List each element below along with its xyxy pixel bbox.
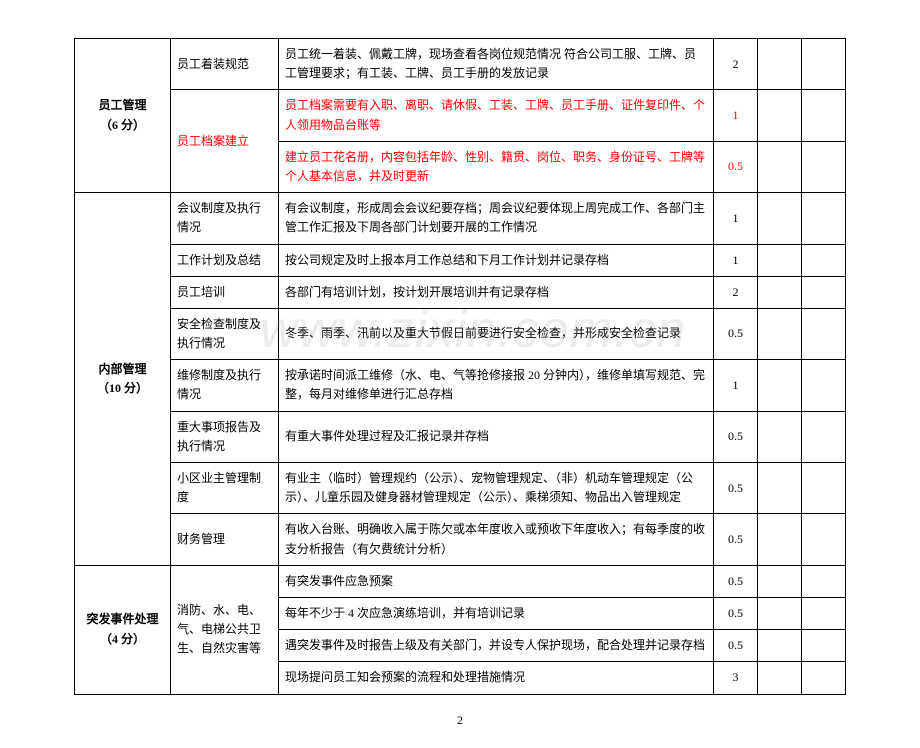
subcategory-cell: 小区业主管理制度 [171, 463, 279, 514]
description-cell: 有业主（临时）管理规约（公示）、宠物管理规定、（非）机动车管理规定（公示）、儿童… [279, 463, 714, 514]
empty-cell [802, 90, 846, 141]
score-cell: 0.5 [714, 308, 758, 359]
empty-cell [758, 565, 802, 597]
empty-cell [802, 565, 846, 597]
subcategory-cell: 维修制度及执行情况 [171, 360, 279, 411]
empty-cell [758, 463, 802, 514]
empty-cell [758, 514, 802, 565]
empty-cell [802, 276, 846, 308]
empty-cell [758, 141, 802, 192]
subcategory-cell: 工作计划及总结 [171, 244, 279, 276]
empty-cell [802, 244, 846, 276]
empty-cell [758, 90, 802, 141]
empty-cell [802, 463, 846, 514]
description-cell: 员工统一着装、佩戴工牌，现场查看各岗位规范情况 符合公司工服、工牌、员工管理要求… [279, 39, 714, 90]
empty-cell [802, 630, 846, 662]
empty-cell [758, 308, 802, 359]
description-cell: 各部门有培训计划，按计划开展培训并有记录存档 [279, 276, 714, 308]
description-cell: 冬季、雨季、汛前以及重大节假日前要进行安全检查，并形成安全检查记录 [279, 308, 714, 359]
empty-cell [802, 39, 846, 90]
table-row: 员工管理（6 分）员工着装规范员工统一着装、佩戴工牌，现场查看各岗位规范情况 符… [75, 39, 846, 90]
description-cell: 有会议制度，形成周会会议纪要存档；周会议纪要体现上周完成工作、各部门主管工作汇报… [279, 193, 714, 244]
table-row: 小区业主管理制度有业主（临时）管理规约（公示）、宠物管理规定、（非）机动车管理规… [75, 463, 846, 514]
score-cell: 0.5 [714, 463, 758, 514]
table-row: 突发事件处理（4 分）消防、水、电、气、电梯公共卫生、自然灾害等有突发事件应急预… [75, 565, 846, 597]
empty-cell [802, 193, 846, 244]
empty-cell [758, 39, 802, 90]
page-number: 2 [74, 713, 846, 728]
score-cell: 1 [714, 90, 758, 141]
empty-cell [802, 360, 846, 411]
empty-cell [758, 597, 802, 629]
score-cell: 0.5 [714, 630, 758, 662]
score-cell: 0.5 [714, 597, 758, 629]
table-row: 维修制度及执行情况按承诺时间派工维修（水、电、气等抢修接报 20 分钟内），维修… [75, 360, 846, 411]
score-cell: 0.5 [714, 141, 758, 192]
score-cell: 1 [714, 193, 758, 244]
empty-cell [802, 514, 846, 565]
score-cell: 0.5 [714, 565, 758, 597]
empty-cell [758, 662, 802, 694]
table-row: 安全检查制度及执行情况冬季、雨季、汛前以及重大节假日前要进行安全检查，并形成安全… [75, 308, 846, 359]
subcategory-cell: 安全检查制度及执行情况 [171, 308, 279, 359]
table-row: 员工档案建立员工档案需要有入职、离职、请休假、工装、工牌、员工手册、证件复印件、… [75, 90, 846, 141]
category-cell: 员工管理（6 分） [75, 39, 171, 193]
description-cell: 有收入台账、明确收入属于陈欠或本年度收入或预收下年度收入；有每季度的收支分析报告… [279, 514, 714, 565]
score-cell: 2 [714, 276, 758, 308]
description-cell: 每年不少于 4 次应急演练培训，并有培训记录 [279, 597, 714, 629]
description-cell: 有重大事件处理过程及汇报记录并存档 [279, 411, 714, 462]
table-row: 内部管理（10 分）会议制度及执行情况有会议制度，形成周会会议纪要存档；周会议纪… [75, 193, 846, 244]
description-cell: 现场提问员工知会预案的流程和处理措施情况 [279, 662, 714, 694]
subcategory-cell: 消防、水、电、气、电梯公共卫生、自然灾害等 [171, 565, 279, 694]
score-cell: 1 [714, 360, 758, 411]
score-cell: 0.5 [714, 514, 758, 565]
table-row: 财务管理有收入台账、明确收入属于陈欠或本年度收入或预收下年度收入；有每季度的收支… [75, 514, 846, 565]
subcategory-cell: 员工档案建立 [171, 90, 279, 193]
subcategory-cell: 财务管理 [171, 514, 279, 565]
description-cell: 建立员工花名册，内容包括年龄、性别、籍贯、岗位、职务、身份证号、工牌等个人基本信… [279, 141, 714, 192]
empty-cell [758, 630, 802, 662]
empty-cell [802, 308, 846, 359]
evaluation-table: 员工管理（6 分）员工着装规范员工统一着装、佩戴工牌，现场查看各岗位规范情况 符… [74, 38, 846, 695]
score-cell: 1 [714, 244, 758, 276]
description-cell: 按公司规定及时上报本月工作总结和下月工作计划并记录存档 [279, 244, 714, 276]
table-row: 工作计划及总结按公司规定及时上报本月工作总结和下月工作计划并记录存档1 [75, 244, 846, 276]
score-cell: 3 [714, 662, 758, 694]
category-cell: 突发事件处理（4 分） [75, 565, 171, 694]
empty-cell [758, 360, 802, 411]
empty-cell [802, 411, 846, 462]
description-cell: 按承诺时间派工维修（水、电、气等抢修接报 20 分钟内），维修单填写规范、完整，… [279, 360, 714, 411]
empty-cell [802, 597, 846, 629]
subcategory-cell: 员工着装规范 [171, 39, 279, 90]
description-cell: 员工档案需要有入职、离职、请休假、工装、工牌、员工手册、证件复印件、个人领用物品… [279, 90, 714, 141]
table-row: 员工培训各部门有培训计划，按计划开展培训并有记录存档2 [75, 276, 846, 308]
category-cell: 内部管理（10 分） [75, 193, 171, 566]
empty-cell [802, 662, 846, 694]
empty-cell [758, 193, 802, 244]
empty-cell [802, 141, 846, 192]
empty-cell [758, 244, 802, 276]
subcategory-cell: 会议制度及执行情况 [171, 193, 279, 244]
empty-cell [758, 276, 802, 308]
empty-cell [758, 411, 802, 462]
description-cell: 遇突发事件及时报告上级及有关部门，并设专人保护现场，配合处理并记录存档 [279, 630, 714, 662]
score-cell: 2 [714, 39, 758, 90]
score-cell: 0.5 [714, 411, 758, 462]
subcategory-cell: 员工培训 [171, 276, 279, 308]
table-row: 重大事项报告及执行情况有重大事件处理过程及汇报记录并存档0.5 [75, 411, 846, 462]
subcategory-cell: 重大事项报告及执行情况 [171, 411, 279, 462]
description-cell: 有突发事件应急预案 [279, 565, 714, 597]
